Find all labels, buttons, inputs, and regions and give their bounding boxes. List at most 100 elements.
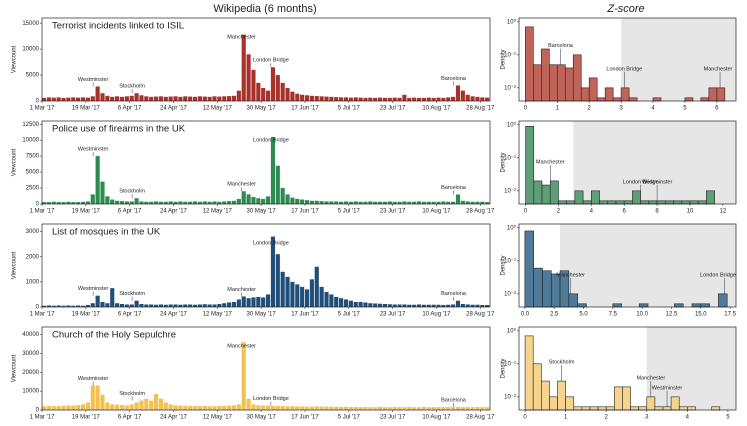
histogram-bar [615,200,625,205]
bar [324,201,329,204]
bar [129,304,134,307]
bar [158,201,164,204]
annotation: Westminster [78,77,109,83]
histogram-bar [550,273,561,308]
bar [363,201,368,204]
bar [431,201,436,204]
bar [353,201,358,204]
bar [397,201,402,204]
bar [397,304,402,307]
bar [246,298,251,307]
y-tick-label: 30000 [22,351,39,357]
y-tick-label: 0 [36,202,40,208]
annotation: London Bridge [253,58,289,64]
bar [387,304,392,307]
bar [80,201,86,204]
bar [66,201,71,204]
bar [46,405,52,410]
bar [212,406,217,410]
bar [397,407,402,410]
histogram-bar [542,270,552,308]
bar [412,304,417,307]
bar [373,201,378,204]
histogram-bar [564,67,574,102]
bar [309,200,314,204]
x-tick-label: 30 May '17 [247,415,277,421]
bar [436,304,441,307]
x-tick-label: 0 [524,106,528,112]
x-tick-label: 6 Apr '17 [118,415,142,421]
histogram-bar [573,406,583,411]
bar [236,299,241,307]
bar [475,96,480,101]
annotation: Westminster [652,385,683,391]
bar [275,254,280,307]
bar [441,304,446,307]
bar [124,201,129,204]
histogram-bar [524,335,534,411]
bar [358,201,363,204]
shaded-region [573,121,736,204]
bar [173,96,178,101]
bar [110,96,115,101]
bar [446,201,451,204]
bar [173,304,178,307]
bar [90,303,95,307]
annotation: Manchester [227,182,256,188]
bar [115,200,120,204]
x-tick-label: 28 Aug '17 [466,415,495,421]
bar [105,402,110,410]
bar [231,95,237,101]
annotation: Barcelona [441,185,467,191]
histogram-bar [670,396,680,411]
x-tick-label: 10 Aug '17 [422,312,451,318]
plot-frame [518,223,737,308]
bar [285,194,290,204]
y-tick-label: 10⁻² [504,291,516,297]
x-tick-label: 4 [651,106,655,112]
bar [261,198,266,204]
bar [115,303,120,307]
x-tick-label: 17 Jun '17 [291,312,319,318]
annotation: Manchester [704,66,733,72]
histogram-bar [700,303,710,308]
bar [202,201,207,204]
bar [475,201,480,204]
histogram-bar [549,64,558,102]
bar [261,405,266,410]
x-tick-label: 17 Jun '17 [291,106,319,112]
bar [183,201,188,204]
bar [348,406,353,410]
histogram-bar [640,200,650,205]
bar [246,398,251,410]
x-tick-label: 6 Apr '17 [118,312,142,318]
bar [46,97,52,101]
bar [309,406,314,410]
bar [222,201,227,204]
bar [188,304,193,307]
bar [227,201,232,204]
bar [304,406,310,410]
x-tick-label: 10 Aug '17 [422,209,451,215]
bar [475,406,480,410]
bar [329,96,334,101]
annotation: London Bridge [606,66,642,72]
bar [426,304,431,307]
bar [188,405,193,410]
histogram-bar [697,200,707,205]
bar [412,201,417,204]
histogram-bar [568,293,578,308]
plot-frame [518,17,737,102]
histogram-bar [533,267,543,308]
bar [85,97,90,101]
y-axis-label: Viewcount [12,148,18,176]
x-tick-label: 12 May '17 [203,415,233,421]
histogram-bar [654,406,664,411]
histogram-bar [687,406,696,411]
histogram-bar [599,200,609,205]
bar [202,304,207,307]
bar [139,95,144,101]
bar [426,97,431,101]
bar [382,407,388,410]
x-tick-label: 12 [720,209,727,215]
